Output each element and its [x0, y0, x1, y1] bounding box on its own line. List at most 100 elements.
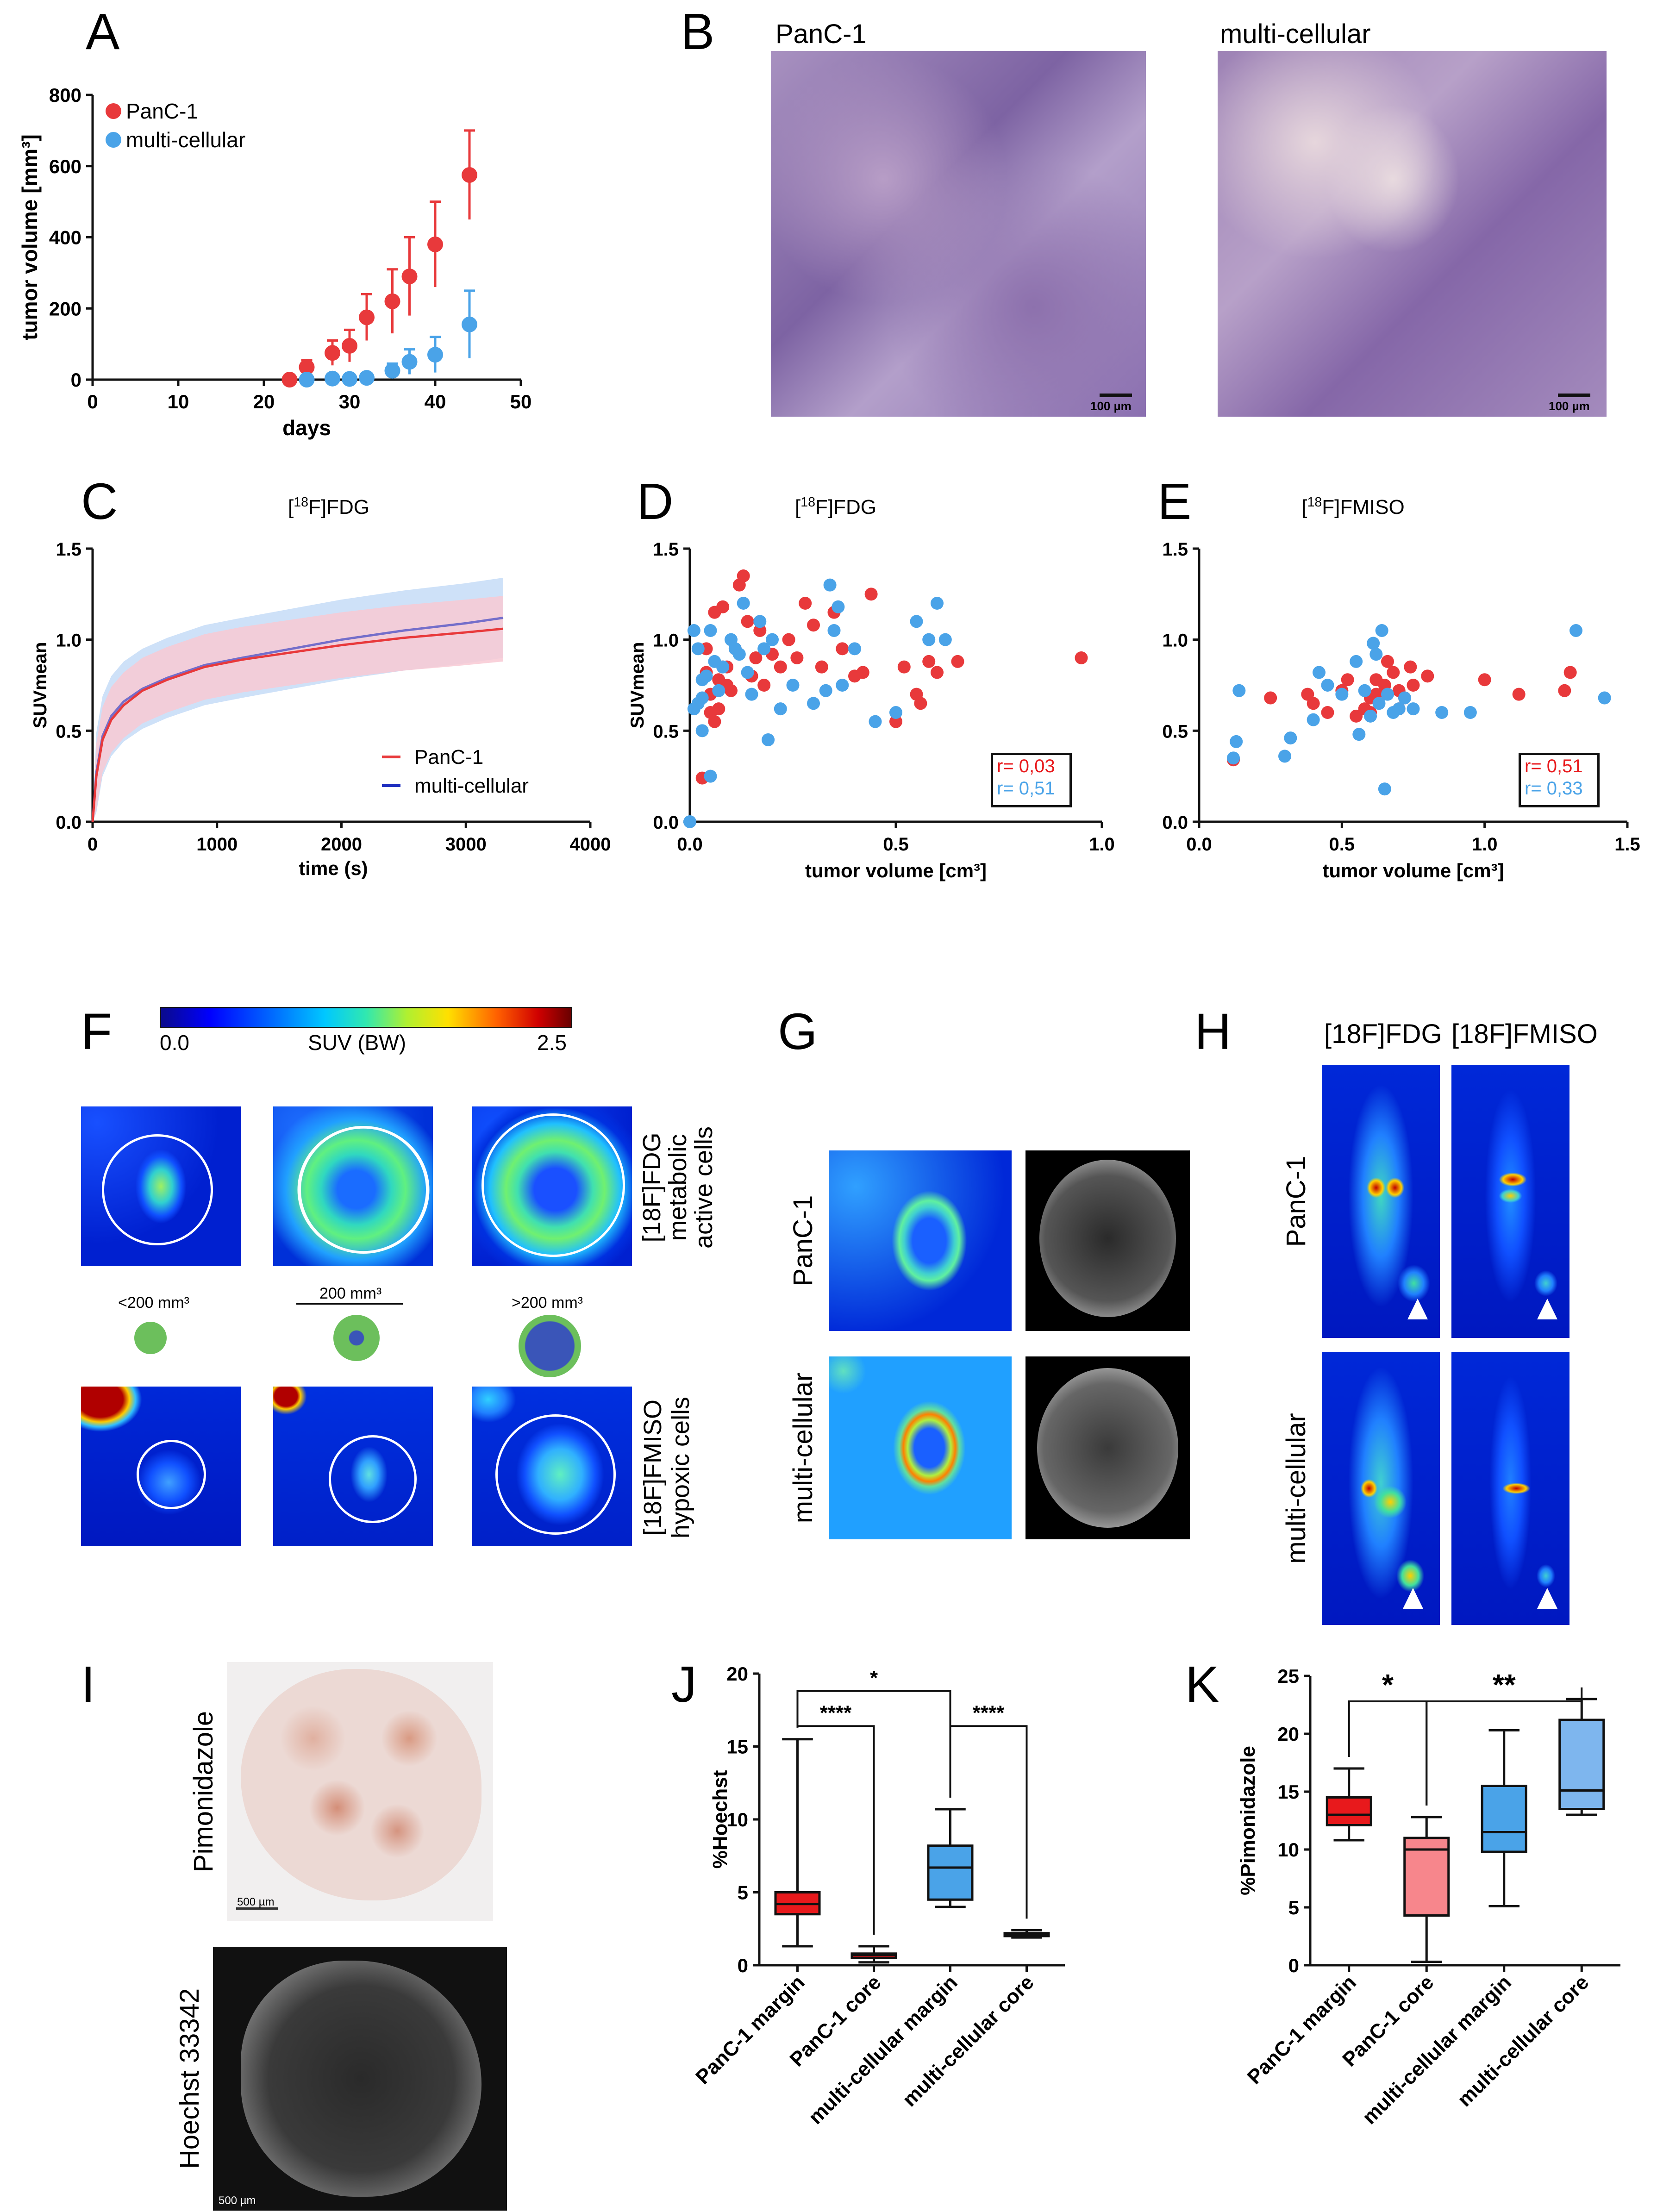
y-tick-label: 20: [1277, 1723, 1299, 1745]
box-3: [1558, 1718, 1605, 1810]
data-point-multicellular: [427, 347, 443, 363]
legend-label: multi-cellular: [126, 128, 245, 152]
i-label-pimonidazole-text: Pimonidazole: [188, 1711, 219, 1873]
y-axis-label: %Hoechst: [709, 1770, 732, 1868]
x-axis-label: tumor volume [cm³]: [1322, 860, 1504, 881]
data-point-multicellular: [1313, 666, 1326, 679]
data-point-multicellular: [683, 815, 696, 828]
y-tick-label: 1.0: [653, 631, 679, 651]
x-tick-label: 2000: [321, 834, 362, 855]
data-point-panc1: [737, 569, 750, 582]
y-tick-label: 1.5: [56, 539, 81, 560]
correlation-multicellular-d: r= 0,51: [997, 778, 1055, 799]
y-axis-label: SUVmean: [627, 642, 648, 729]
y-tick-label: 1.0: [1162, 631, 1188, 651]
scale-bar-panc1: [1100, 394, 1132, 397]
data-point-panc1: [774, 660, 787, 674]
y-axis-label: tumor volume [mm³]: [18, 134, 42, 340]
significance-label: **: [1493, 1668, 1516, 1701]
data-point-panc1: [325, 345, 340, 361]
data-point-multicellular: [359, 370, 375, 386]
data-point-panc1: [1307, 697, 1320, 710]
panel-letter-g: G: [778, 1003, 818, 1060]
scale-label-panc1: 100 µm: [1090, 399, 1132, 413]
correlation-multicellular-e: r= 0,33: [1525, 778, 1583, 799]
x-tick-label: 1.0: [1472, 834, 1498, 855]
x-tick-label: 50: [510, 391, 532, 412]
i-label-hoechst: Hoechst 33342: [169, 1947, 211, 2211]
data-point-panc1: [1264, 691, 1277, 705]
data-point-panc1: [922, 655, 936, 668]
panel-letter-c: C: [81, 473, 118, 530]
correlation-box-d: r= 0,03 r= 0,51: [991, 753, 1072, 807]
y-tick-label: 0.5: [1162, 721, 1188, 742]
g-row-label-panc1: PanC-1: [782, 1150, 824, 1331]
data-point-panc1: [1563, 666, 1577, 679]
data-point-multicellular: [325, 370, 340, 387]
x-axis-label: time (s): [299, 857, 368, 879]
data-point-multicellular: [757, 642, 771, 656]
category-label: multi-cellular core: [1453, 1971, 1594, 2111]
data-point-multicellular: [762, 733, 775, 746]
hoechst-scale-label-i: 500 µm: [219, 2194, 256, 2207]
tumor-arrow-fdg-panc1: [1407, 1299, 1428, 1319]
y-tick-label: 0.5: [653, 721, 679, 742]
histology-image-multicellular: [1218, 51, 1607, 417]
suv-colorbar: [160, 1007, 572, 1028]
data-point-multicellular: [1227, 751, 1240, 765]
legend-label: PanC-1: [126, 99, 198, 123]
y-tick-label: 20: [726, 1663, 748, 1685]
g-row-label-multicellular-text: multi-cellular: [788, 1372, 818, 1524]
legend-label: multi-cellular: [414, 775, 529, 797]
data-point-multicellular: [1284, 731, 1297, 745]
data-point-panc1: [815, 660, 828, 674]
category-label: multi-cellular core: [898, 1971, 1038, 2111]
tumor-arrow-fdg-multicellular: [1403, 1588, 1423, 1609]
data-point-multicellular: [1364, 709, 1377, 723]
y-tick-label: 0.5: [56, 721, 81, 742]
x-tick-label: 0.0: [1186, 834, 1212, 855]
panel-h: H [18F]FDG [18F]FMISO PanC-1 multi-cellu…: [1185, 995, 1657, 1625]
data-point-multicellular: [716, 660, 730, 674]
data-point-multicellular: [1321, 679, 1334, 692]
size-arrow-medium: [296, 1303, 403, 1305]
data-point-multicellular: [1358, 684, 1371, 697]
panel-letter-h: H: [1194, 1003, 1232, 1060]
histology-label-multicellular: multi-cellular: [1220, 19, 1371, 49]
data-point-panc1: [1512, 687, 1526, 701]
category-label: multi-cellular margin: [804, 1971, 962, 2129]
data-point-panc1: [1407, 679, 1420, 692]
correlation-box-e: r= 0,51 r= 0,33: [1519, 753, 1600, 807]
data-point-panc1: [1341, 673, 1354, 687]
data-point-multicellular: [1398, 691, 1411, 705]
size-label-medium: 200 mm³: [319, 1285, 382, 1302]
pet-image-panc1-g: [829, 1150, 1012, 1331]
hoechst-image-multicellular-g: [1025, 1356, 1190, 1539]
y-tick-label: 1.5: [1162, 539, 1188, 560]
fdg-circle-medium: [297, 1126, 430, 1254]
data-point-panc1: [342, 337, 357, 354]
category-label: multi-cellular margin: [1358, 1971, 1516, 2129]
x-tick-label: 1.5: [1614, 834, 1640, 855]
data-point-multicellular: [462, 316, 477, 332]
y-axis-label: SUVmean: [30, 642, 50, 729]
y-tick-label: 200: [49, 298, 81, 319]
data-point-multicellular: [691, 642, 705, 656]
data-point-panc1: [782, 633, 795, 646]
data-point-multicellular: [931, 597, 944, 610]
data-point-panc1: [1381, 655, 1394, 668]
panel-letter-e: E: [1157, 473, 1192, 530]
fdg-row-label-line2: metabolic: [664, 1134, 692, 1241]
data-point-panc1: [1421, 669, 1434, 683]
legend-marker: [106, 103, 121, 119]
data-point-panc1: [704, 706, 717, 719]
panel-i: I 500 µm 500 µm Pimonidazole Hoechst 333…: [0, 1648, 648, 2212]
legend-marker: [106, 132, 121, 148]
data-point-multicellular: [732, 648, 746, 661]
data-point-multicellular: [704, 769, 717, 783]
data-point-panc1: [864, 587, 878, 601]
data-point-multicellular: [704, 624, 717, 637]
panel-c: C 0 1000 2000 3000 4000 0.0 0.5 1.0 1.5 [18F]FDG t…: [0, 463, 616, 907]
data-point-panc1: [1478, 673, 1491, 687]
